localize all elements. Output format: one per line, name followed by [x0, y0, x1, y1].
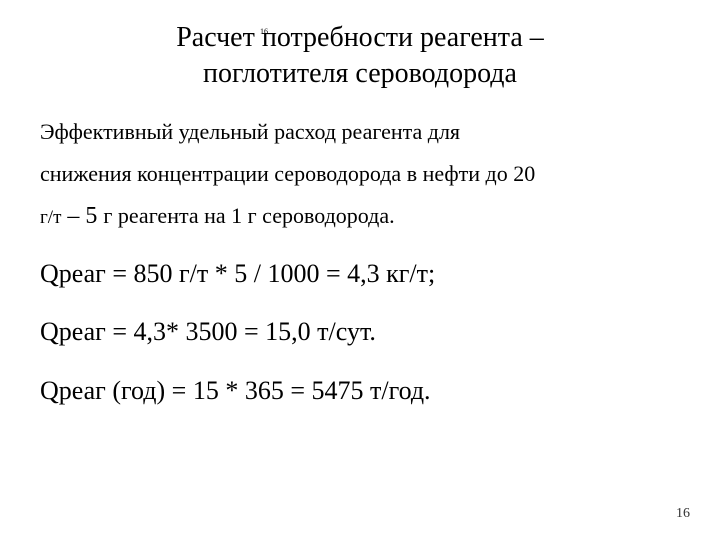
formula-3: Qреаг (год) = 15 * 365 = 5475 т/год. [40, 373, 680, 409]
formula-1: Qреаг = 850 г/т * 5 / 1000 = 4,3 кг/т; [40, 256, 680, 292]
title-line-1: Расчет потребности реагента – [176, 22, 544, 53]
title-line-2: поглотителя сероводорода [203, 58, 517, 89]
description-paragraph: Эффективный удельный расход реагента для… [40, 111, 680, 240]
paragraph-line-2: снижения концентрации сероводорода в неф… [40, 161, 535, 186]
paragraph-line-3-pre: г/т [40, 207, 61, 228]
slide-title: Расчет потребности реагента – поглотител… [40, 20, 680, 93]
paragraph-line-3-post: г реагента на 1 г сероводорода. [103, 203, 394, 228]
small-stray-label: 16 [260, 27, 268, 36]
page-number: 16 [676, 506, 690, 522]
paragraph-line-3-num: – 5 [61, 203, 103, 229]
paragraph-line-1: Эффективный удельный расход реагента для [40, 119, 460, 144]
formula-2: Qреаг = 4,3* 3500 = 15,0 т/сут. [40, 314, 680, 350]
